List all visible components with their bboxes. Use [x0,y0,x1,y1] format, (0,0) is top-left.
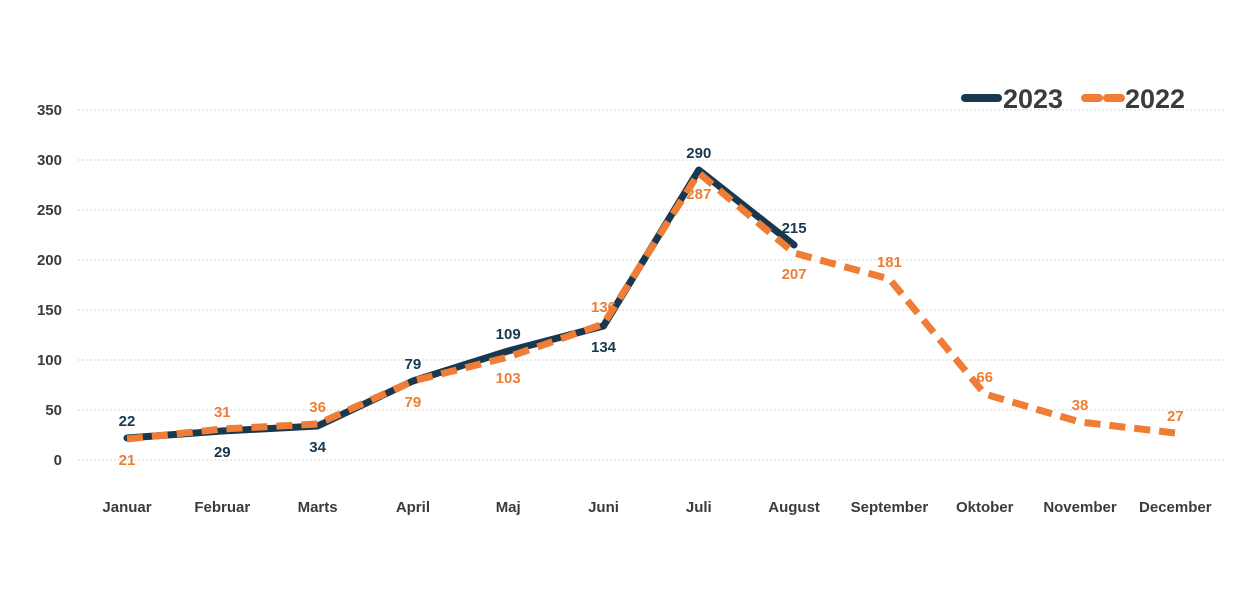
data-label-2023: 79 [405,356,422,373]
y-tick-label: 150 [37,302,62,319]
y-tick-label: 300 [37,152,62,169]
y-tick-label: 50 [45,402,62,419]
x-tick-label: November [1043,499,1117,516]
data-labels: 22 29 34 79 109 134 290 215 21 31 36 79 103 136 287 207… [119,145,1184,469]
grid-lines [78,109,1224,461]
x-axis-ticks: Januar Februar Marts April Maj Juni Juli August… [102,499,1211,516]
data-label-2022: 66 [976,369,993,386]
data-label-2022: 103 [496,370,521,387]
data-label-2022: 36 [309,399,326,416]
x-tick-label: Juli [686,499,712,516]
data-label-2022: 136 [591,299,616,316]
x-tick-label: Oktober [956,499,1014,516]
data-label-2022: 21 [119,452,136,469]
data-label-2022: 79 [405,394,422,411]
y-tick-label: 100 [37,352,62,369]
data-label-2022: 38 [1072,397,1089,414]
data-label-2023: 34 [309,439,326,456]
x-tick-label: August [768,499,820,516]
data-label-2022: 287 [686,186,711,203]
series-line-2022 [126,169,1176,443]
x-tick-label: Marts [298,499,338,516]
legend-label-2023: 2023 [1003,84,1063,114]
x-tick-label: Maj [496,499,521,516]
data-label-2022: 31 [214,404,231,421]
data-label-2022: 207 [782,266,807,283]
x-tick-label: Februar [194,499,250,516]
series-lines [123,166,1176,443]
y-tick-label: 0 [54,452,62,469]
data-label-2023: 109 [496,326,521,343]
data-label-2023: 290 [686,145,711,162]
y-axis-ticks: 0 50 100 150 200 250 300 350 [37,102,62,469]
data-label-2022: 27 [1167,408,1184,425]
data-label-2023: 29 [214,444,231,461]
x-tick-label: September [851,499,929,516]
data-label-2023: 134 [591,339,617,356]
data-label-2022: 181 [877,254,902,271]
data-label-2023: 22 [119,413,136,430]
legend: 2023 2022 [961,84,1185,114]
data-label-2023: 215 [782,220,807,237]
x-tick-label: Januar [102,499,151,516]
y-tick-label: 250 [37,202,62,219]
legend-label-2022: 2022 [1125,84,1185,114]
x-tick-label: April [396,499,430,516]
y-tick-label: 350 [37,102,62,119]
x-tick-label: December [1139,499,1212,516]
y-tick-label: 200 [37,252,62,269]
x-tick-label: Juni [588,499,619,516]
